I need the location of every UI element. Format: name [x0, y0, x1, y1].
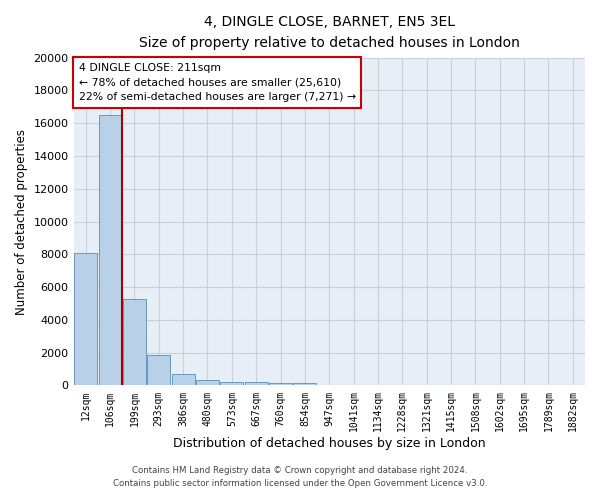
Title: 4, DINGLE CLOSE, BARNET, EN5 3EL
Size of property relative to detached houses in: 4, DINGLE CLOSE, BARNET, EN5 3EL Size of… [139, 15, 520, 50]
Bar [98, 115, 122, 386]
Bar [245, 382, 268, 386]
Bar [293, 383, 316, 386]
Bar [123, 298, 146, 386]
Bar [172, 374, 195, 386]
X-axis label: Distribution of detached houses by size in London: Distribution of detached houses by size … [173, 437, 485, 450]
Text: 4 DINGLE CLOSE: 211sqm
← 78% of detached houses are smaller (25,610)
22% of semi: 4 DINGLE CLOSE: 211sqm ← 78% of detached… [79, 62, 356, 102]
Bar [220, 382, 244, 386]
Bar [269, 382, 292, 386]
Bar [196, 380, 219, 386]
Bar [74, 252, 97, 386]
Bar [147, 355, 170, 386]
Text: Contains HM Land Registry data © Crown copyright and database right 2024.
Contai: Contains HM Land Registry data © Crown c… [113, 466, 487, 487]
Y-axis label: Number of detached properties: Number of detached properties [15, 128, 28, 314]
